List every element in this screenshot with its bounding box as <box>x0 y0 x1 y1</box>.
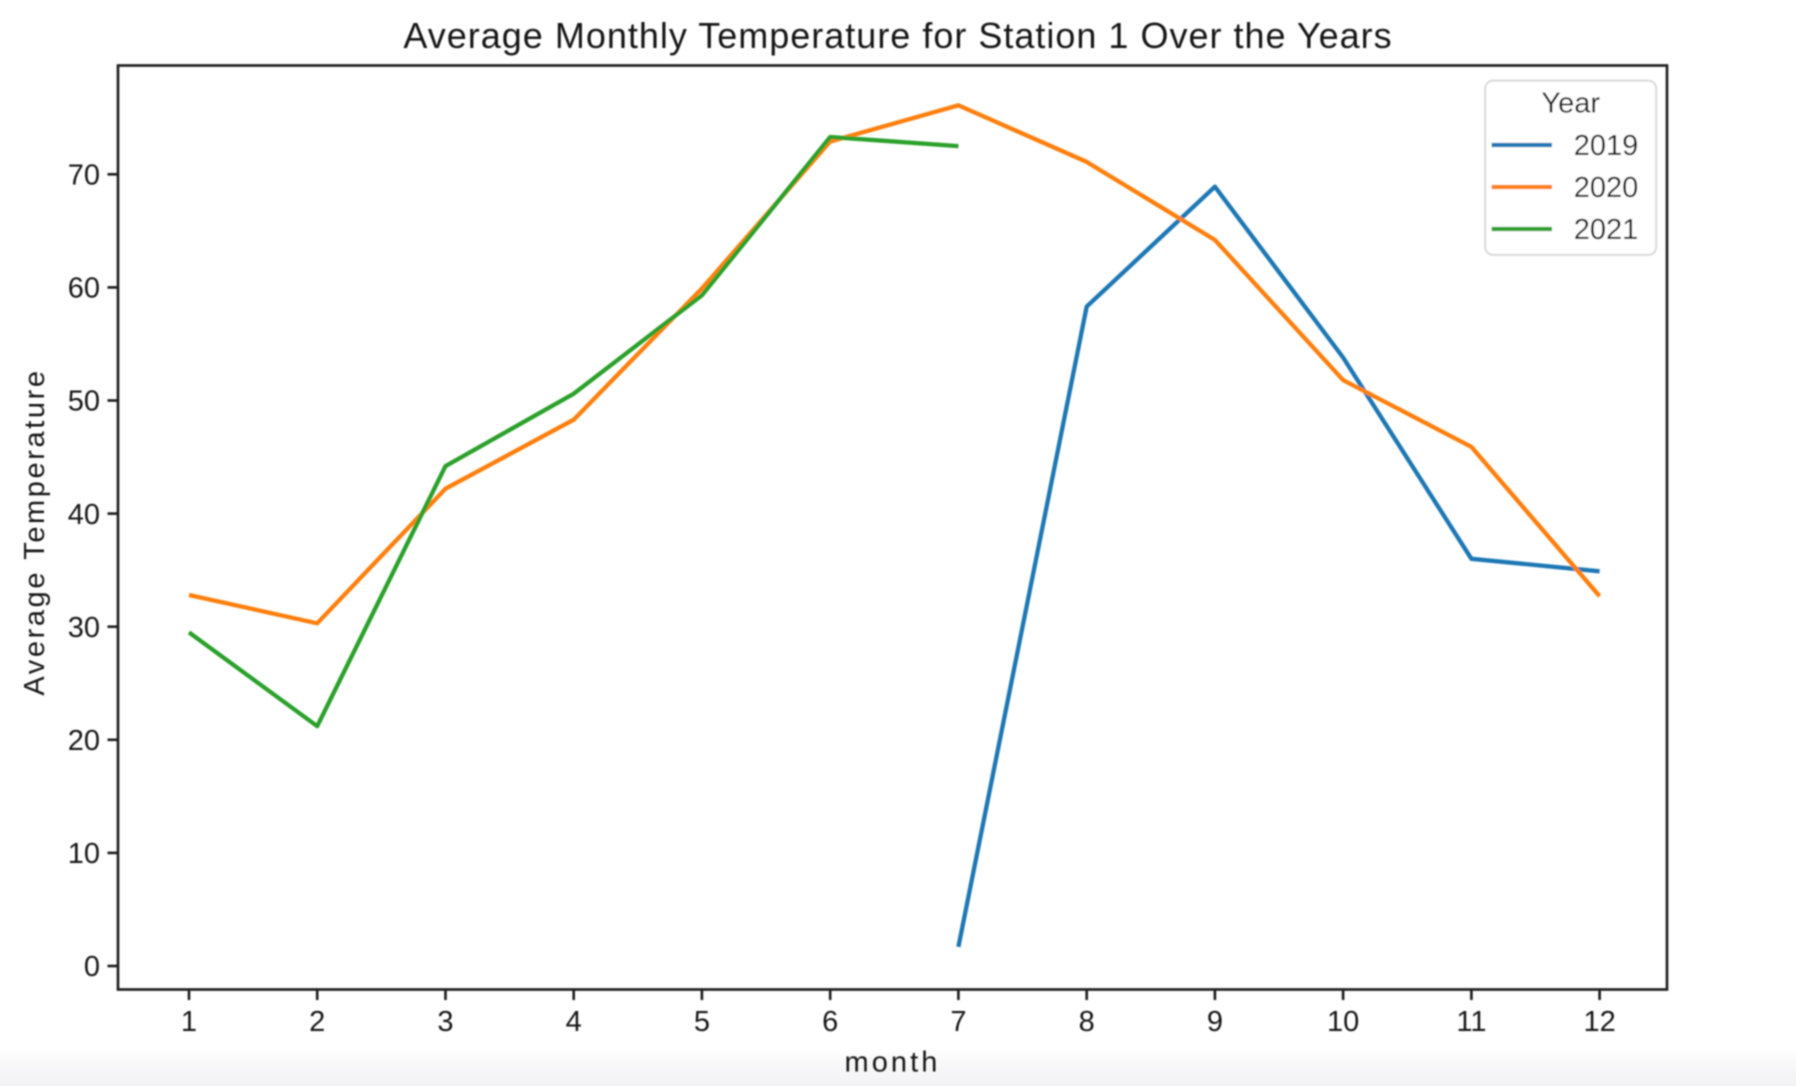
svg-text:2020: 2020 <box>1574 172 1639 204</box>
svg-text:20: 20 <box>68 725 100 757</box>
svg-text:60: 60 <box>68 273 100 305</box>
svg-text:70: 70 <box>68 160 100 192</box>
svg-text:2021: 2021 <box>1574 214 1639 246</box>
svg-text:12: 12 <box>1583 1006 1615 1038</box>
svg-text:10: 10 <box>1327 1006 1359 1038</box>
svg-text:8: 8 <box>1079 1006 1095 1038</box>
svg-text:Average Temperature: Average Temperature <box>19 368 51 695</box>
svg-text:Average Monthly Temperature fo: Average Monthly Temperature for Station … <box>403 15 1392 56</box>
svg-text:1: 1 <box>181 1006 197 1038</box>
svg-text:30: 30 <box>68 612 100 644</box>
svg-text:7: 7 <box>950 1006 966 1038</box>
svg-text:6: 6 <box>822 1006 838 1038</box>
svg-text:month: month <box>844 1047 940 1079</box>
svg-text:2: 2 <box>309 1006 325 1038</box>
svg-text:50: 50 <box>68 386 100 418</box>
svg-text:3: 3 <box>437 1006 453 1038</box>
svg-text:10: 10 <box>68 838 100 870</box>
svg-text:Year: Year <box>1541 88 1600 120</box>
svg-text:2019: 2019 <box>1574 130 1639 162</box>
svg-text:40: 40 <box>68 499 100 531</box>
svg-text:4: 4 <box>566 1006 582 1038</box>
svg-text:0: 0 <box>84 951 100 983</box>
svg-text:11: 11 <box>1456 1006 1486 1038</box>
svg-text:5: 5 <box>694 1006 710 1038</box>
svg-text:9: 9 <box>1207 1006 1223 1038</box>
